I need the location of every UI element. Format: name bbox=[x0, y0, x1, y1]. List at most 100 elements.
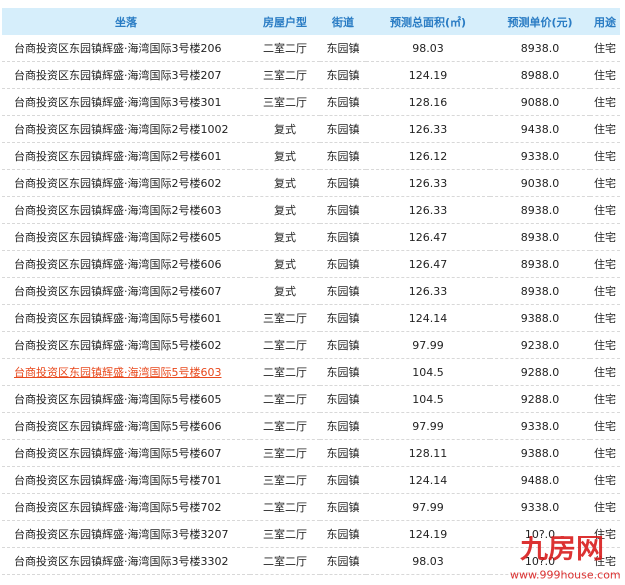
cell-area: 97.99 bbox=[366, 331, 490, 359]
header-unit-price: 预测单价(元) bbox=[490, 8, 590, 35]
table-row: 台商投资区东园镇辉盛·海湾国际2号楼606 复式 东园镇 126.47 8938.0 住宅 bbox=[2, 250, 620, 278]
cell-street: 东园镇 bbox=[320, 466, 366, 494]
cell-unit-price: 9388.0 bbox=[490, 304, 590, 332]
cell-area: 126.47 bbox=[366, 250, 490, 278]
cell-unit-price: 8938.0 bbox=[490, 277, 590, 305]
cell-location-link[interactable]: 台商投资区东园镇辉盛·海湾国际5号楼702 bbox=[2, 493, 250, 521]
cell-unit-price: 9438.0 bbox=[490, 115, 590, 143]
cell-usage: 住宅 bbox=[590, 115, 620, 143]
cell-layout: 三室二厅 bbox=[250, 304, 320, 332]
cell-area: 126.12 bbox=[366, 142, 490, 170]
cell-unit-price: 8938.0 bbox=[490, 223, 590, 251]
cell-location-link[interactable]: 台商投资区东园镇辉盛·海湾国际2号楼602 bbox=[2, 169, 250, 197]
cell-layout: 二室二厅 bbox=[250, 493, 320, 521]
cell-usage: 住宅 bbox=[590, 88, 620, 116]
cell-layout: 二室二厅 bbox=[250, 412, 320, 440]
table-row: 台商投资区东园镇辉盛·海湾国际5号楼701 三室二厅 东园镇 124.14 9488.0… bbox=[2, 466, 620, 494]
cell-usage: 住宅 bbox=[590, 358, 620, 386]
cell-area: 97.99 bbox=[366, 412, 490, 440]
header-area: 预测总面积(㎡) bbox=[366, 8, 490, 35]
cell-street: 东园镇 bbox=[320, 142, 366, 170]
cell-street: 东园镇 bbox=[320, 115, 366, 143]
cell-usage: 住宅 bbox=[590, 196, 620, 224]
cell-layout: 复式 bbox=[250, 277, 320, 305]
cell-location-link[interactable]: 台商投资区东园镇辉盛·海湾国际2号楼601 bbox=[2, 142, 250, 170]
cell-location-link[interactable]: 台商投资区东园镇辉盛·海湾国际3号楼206 bbox=[2, 35, 250, 62]
cell-usage: 住宅 bbox=[590, 520, 620, 548]
cell-location-link[interactable]: 台商投资区东园镇辉盛·海湾国际5号楼603 bbox=[2, 358, 250, 386]
header-location: 坐落 bbox=[2, 8, 250, 35]
table-row: 台商投资区东园镇辉盛·海湾国际3号楼207 三室二厅 东园镇 124.19 8988.0… bbox=[2, 61, 620, 89]
cell-usage: 住宅 bbox=[590, 142, 620, 170]
cell-unit-price: 9088.0 bbox=[490, 88, 590, 116]
cell-layout: 复式 bbox=[250, 115, 320, 143]
presale-price-table: 坐落 房屋户型 街道 预测总面积(㎡) 预测单价(元) 用途 台商投资区东园镇辉… bbox=[2, 8, 620, 575]
cell-unit-price: 9238.0 bbox=[490, 331, 590, 359]
cell-layout: 三室二厅 bbox=[250, 520, 320, 548]
cell-street: 东园镇 bbox=[320, 439, 366, 467]
cell-unit-price: 10?.0 bbox=[490, 520, 590, 548]
cell-street: 东园镇 bbox=[320, 223, 366, 251]
table-row: 台商投资区东园镇辉盛·海湾国际5号楼601 三室二厅 东园镇 124.14 9388.0… bbox=[2, 304, 620, 332]
cell-street: 东园镇 bbox=[320, 169, 366, 197]
cell-usage: 住宅 bbox=[590, 277, 620, 305]
cell-area: 104.5 bbox=[366, 385, 490, 413]
cell-location-link[interactable]: 台商投资区东园镇辉盛·海湾国际5号楼605 bbox=[2, 385, 250, 413]
cell-street: 东园镇 bbox=[320, 304, 366, 332]
cell-unit-price: 9038.0 bbox=[490, 169, 590, 197]
cell-layout: 二室二厅 bbox=[250, 35, 320, 62]
cell-street: 东园镇 bbox=[320, 35, 366, 62]
cell-unit-price: 8938.0 bbox=[490, 196, 590, 224]
cell-location-link[interactable]: 台商投资区东园镇辉盛·海湾国际2号楼607 bbox=[2, 277, 250, 305]
cell-street: 东园镇 bbox=[320, 547, 366, 575]
cell-unit-price: 10?.0 bbox=[490, 547, 590, 575]
cell-layout: 复式 bbox=[250, 196, 320, 224]
cell-location-link[interactable]: 台商投资区东园镇辉盛·海湾国际2号楼605 bbox=[2, 223, 250, 251]
table-row: 台商投资区东园镇辉盛·海湾国际5号楼607 三室二厅 东园镇 128.11 9388.0… bbox=[2, 439, 620, 467]
cell-layout: 二室二厅 bbox=[250, 385, 320, 413]
cell-location-link[interactable]: 台商投资区东园镇辉盛·海湾国际2号楼603 bbox=[2, 196, 250, 224]
cell-layout: 三室二厅 bbox=[250, 61, 320, 89]
cell-layout: 三室二厅 bbox=[250, 439, 320, 467]
header-usage: 用途 bbox=[590, 8, 620, 35]
cell-street: 东园镇 bbox=[320, 61, 366, 89]
cell-area: 124.14 bbox=[366, 466, 490, 494]
cell-layout: 复式 bbox=[250, 142, 320, 170]
table-row: 台商投资区东园镇辉盛·海湾国际5号楼605 二室二厅 东园镇 104.5 9288.0 住… bbox=[2, 385, 620, 413]
cell-usage: 住宅 bbox=[590, 250, 620, 278]
table-row: 台商投资区东园镇辉盛·海湾国际5号楼702 二室二厅 东园镇 97.99 9338.0 住… bbox=[2, 493, 620, 521]
cell-location-link[interactable]: 台商投资区东园镇辉盛·海湾国际5号楼601 bbox=[2, 304, 250, 332]
cell-location-link[interactable]: 台商投资区东园镇辉盛·海湾国际3号楼207 bbox=[2, 61, 250, 89]
header-layout: 房屋户型 bbox=[250, 8, 320, 35]
cell-area: 98.03 bbox=[366, 547, 490, 575]
cell-usage: 住宅 bbox=[590, 304, 620, 332]
cell-unit-price: 8988.0 bbox=[490, 61, 590, 89]
cell-unit-price: 9388.0 bbox=[490, 439, 590, 467]
cell-layout: 复式 bbox=[250, 250, 320, 278]
table-row: 台商投资区东园镇辉盛·海湾国际2号楼602 复式 东园镇 126.33 9038.0 住宅 bbox=[2, 169, 620, 197]
cell-area: 128.11 bbox=[366, 439, 490, 467]
cell-usage: 住宅 bbox=[590, 412, 620, 440]
cell-layout: 二室二厅 bbox=[250, 547, 320, 575]
cell-location-link[interactable]: 台商投资区东园镇辉盛·海湾国际5号楼602 bbox=[2, 331, 250, 359]
cell-street: 东园镇 bbox=[320, 250, 366, 278]
cell-location-link[interactable]: 台商投资区东园镇辉盛·海湾国际3号楼3302 bbox=[2, 547, 250, 575]
cell-usage: 住宅 bbox=[590, 331, 620, 359]
cell-usage: 住宅 bbox=[590, 169, 620, 197]
cell-usage: 住宅 bbox=[590, 223, 620, 251]
cell-location-link[interactable]: 台商投资区东园镇辉盛·海湾国际3号楼3207 bbox=[2, 520, 250, 548]
cell-location-link[interactable]: 台商投资区东园镇辉盛·海湾国际5号楼606 bbox=[2, 412, 250, 440]
table-row: 台商投资区东园镇辉盛·海湾国际5号楼603 二室二厅 东园镇 104.5 9288.0 住… bbox=[2, 358, 620, 386]
cell-location-link[interactable]: 台商投资区东园镇辉盛·海湾国际5号楼607 bbox=[2, 439, 250, 467]
cell-street: 东园镇 bbox=[320, 196, 366, 224]
cell-location-link[interactable]: 台商投资区东园镇辉盛·海湾国际3号楼301 bbox=[2, 88, 250, 116]
cell-location-link[interactable]: 台商投资区东园镇辉盛·海湾国际2号楼1002 bbox=[2, 115, 250, 143]
table-row: 台商投资区东园镇辉盛·海湾国际3号楼3302 二室二厅 东园镇 98.03 10?.0 住… bbox=[2, 547, 620, 575]
cell-location-link[interactable]: 台商投资区东园镇辉盛·海湾国际5号楼701 bbox=[2, 466, 250, 494]
cell-usage: 住宅 bbox=[590, 61, 620, 89]
cell-usage: 住宅 bbox=[590, 493, 620, 521]
cell-area: 124.19 bbox=[366, 61, 490, 89]
table-row: 台商投资区东园镇辉盛·海湾国际2号楼601 复式 东园镇 126.12 9338.0 住宅 bbox=[2, 142, 620, 170]
cell-layout: 三室二厅 bbox=[250, 466, 320, 494]
cell-location-link[interactable]: 台商投资区东园镇辉盛·海湾国际2号楼606 bbox=[2, 250, 250, 278]
